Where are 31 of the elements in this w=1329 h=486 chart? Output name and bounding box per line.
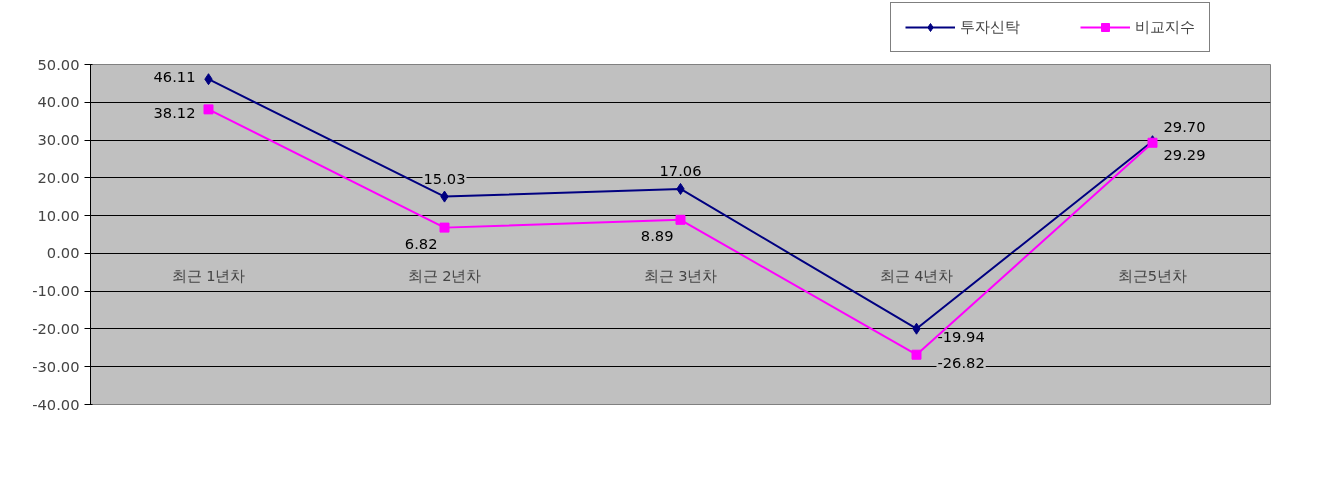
data-label: 17.06 — [659, 161, 702, 179]
data-label: 8.89 — [640, 226, 674, 244]
point — [203, 104, 214, 115]
data-label: 15.03 — [423, 169, 466, 187]
x-tick-label: 최근 2년차 — [407, 267, 482, 285]
x-tick-label: 최근 1년차 — [171, 267, 246, 285]
x-tick-label: 최근 3년차 — [643, 267, 718, 285]
data-label: 46.11 — [153, 68, 196, 86]
x-tick-label: 최근5년차 — [1117, 267, 1188, 285]
y-tick-label: -10.00 — [32, 282, 80, 300]
data-label: -19.94 — [937, 327, 985, 345]
point — [439, 222, 450, 233]
x-tick-label: 최근 4년차 — [879, 267, 954, 285]
data-label: -26.82 — [937, 353, 985, 371]
y-tick-label: -30.00 — [32, 357, 80, 375]
data-label: 6.82 — [404, 234, 438, 252]
point — [675, 214, 686, 225]
data-label: 29.70 — [1163, 118, 1206, 136]
point — [911, 349, 922, 360]
y-tick-label: 50.00 — [37, 55, 80, 73]
legend-label: 투자신탁 — [960, 17, 1020, 37]
y-tick-label: 40.00 — [37, 93, 80, 111]
y-tick-label: 20.00 — [37, 168, 80, 186]
data-label: 38.12 — [153, 104, 196, 122]
y-tick-label: -20.00 — [32, 319, 80, 337]
data-label: 29.29 — [1163, 145, 1206, 163]
y-tick-label: 0.00 — [46, 244, 80, 262]
legend-label: 비교지수 — [1135, 17, 1195, 37]
y-tick-label: 10.00 — [37, 206, 80, 224]
y-tick-label: -40.00 — [32, 395, 80, 413]
y-tick-label: 30.00 — [37, 131, 80, 149]
